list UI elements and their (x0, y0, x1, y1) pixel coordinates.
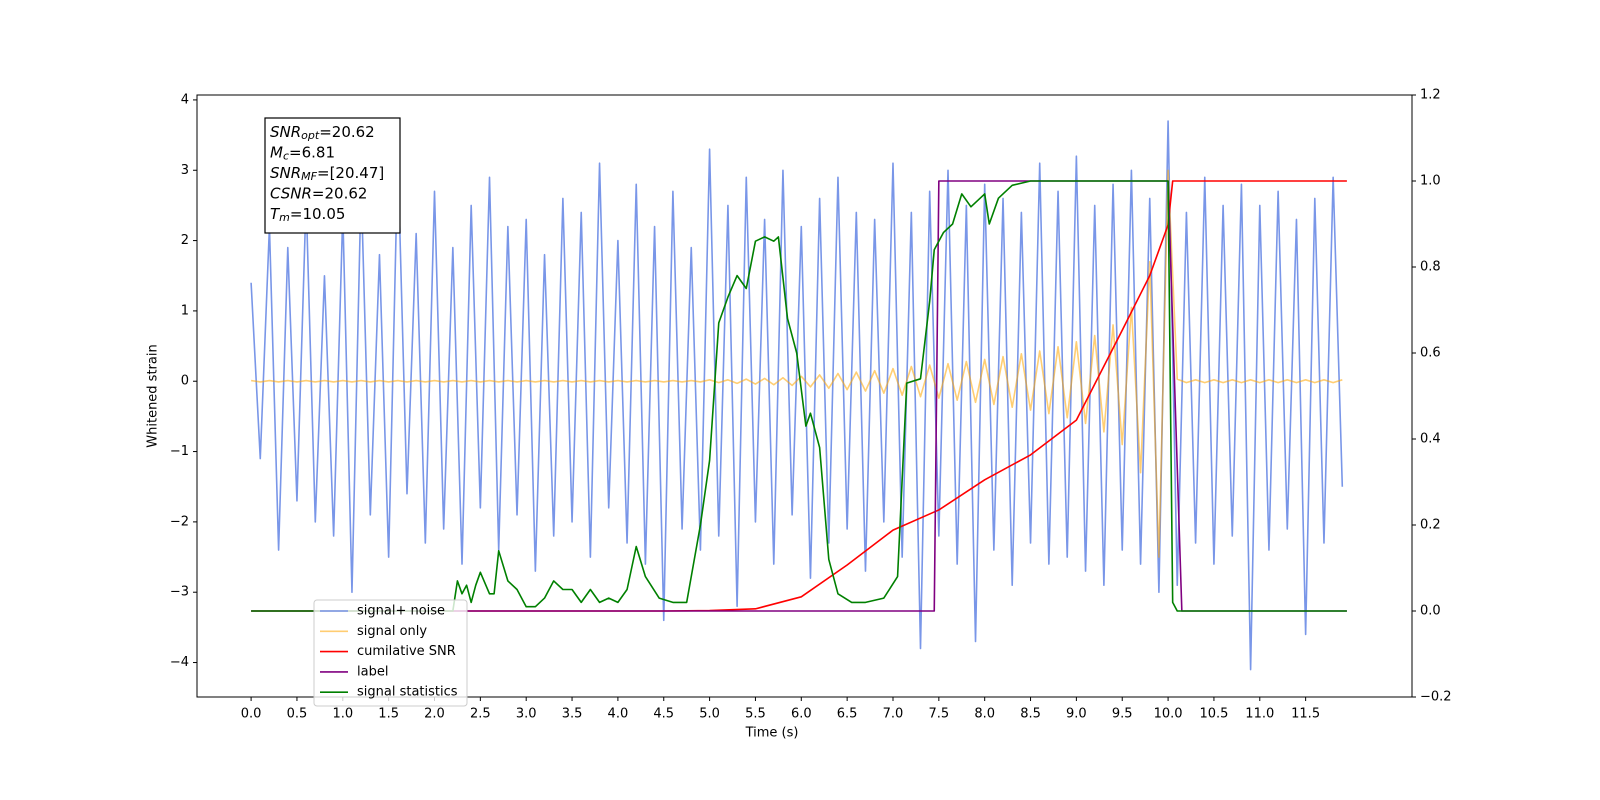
x-tick-label: 6.0 (791, 707, 812, 722)
x-tick-label: 3.0 (516, 707, 537, 722)
y-tick-label: 1 (181, 303, 189, 318)
y-tick-label: −1 (170, 444, 189, 459)
series-line (251, 180, 1347, 612)
annotation-line: CSNR=20.62 (270, 184, 367, 202)
x-tick-label: 3.5 (562, 707, 583, 722)
annotation-line: SNRopt=20.62 (270, 123, 375, 143)
x-tick-label: 0.5 (287, 707, 308, 722)
x-tick-label: 1.0 (332, 707, 353, 722)
legend-label: signal+ noise (357, 604, 445, 619)
x-tick-label: 10.5 (1199, 707, 1228, 722)
series-line (250, 120, 1344, 671)
y2-tick-label: 0.4 (1420, 432, 1441, 447)
annotation-symbol: CSNR (270, 184, 312, 202)
legend-label: cumilative SNR (357, 644, 456, 659)
annotation-value: =20.62 (312, 184, 368, 202)
annotation-symbol: M (270, 143, 283, 161)
y2-tick-label: −0.2 (1420, 690, 1452, 705)
x-tick-label: 8.0 (974, 707, 995, 722)
annotation-symbol: SNR (270, 164, 301, 182)
legend-label: label (357, 664, 388, 679)
x-tick-label: 9.5 (1112, 707, 1133, 722)
annotation-value: =6.81 (289, 143, 335, 161)
annotation-subscript: m (279, 211, 290, 224)
y2-tick-label: 1.2 (1420, 88, 1441, 103)
annotation-value: =[20.47] (317, 164, 384, 182)
x-tick-label: 10.0 (1154, 707, 1183, 722)
y-tick-label: 0 (181, 374, 189, 389)
legend-label: signal statistics (357, 685, 458, 700)
y-tick-label: 3 (181, 163, 189, 178)
y-axis-label: Whitened strain (146, 344, 161, 447)
y-tick-label: 4 (181, 92, 189, 107)
x-tick-label: 4.0 (608, 707, 629, 722)
y-tick-label: −2 (170, 514, 189, 529)
annotation-symbol: SNR (270, 123, 301, 141)
x-tick-label: 5.5 (745, 707, 766, 722)
x-tick-label: 9.0 (1066, 707, 1087, 722)
y2-tick-label: 0.0 (1420, 604, 1441, 619)
x-tick-label: 7.0 (883, 707, 904, 722)
x-tick-label: 5.0 (699, 707, 720, 722)
y2-tick-label: 0.2 (1420, 518, 1441, 533)
series-line (250, 169, 1343, 558)
annotation-subscript: MF (301, 170, 317, 183)
x-tick-label: 0.0 (241, 707, 262, 722)
x-tick-label: 2.0 (424, 707, 445, 722)
x-axis-label: Time (s) (745, 726, 799, 741)
x-tick-label: 11.0 (1245, 707, 1274, 722)
annotation-line: SNRMF=[20.47] (270, 164, 384, 184)
x-tick-label: 11.5 (1291, 707, 1320, 722)
legend-label: signal only (357, 624, 427, 639)
annotation-line: Tm=10.05 (270, 205, 345, 225)
annotation-line: Mc=6.81 (270, 143, 335, 163)
y-tick-label: 2 (181, 233, 189, 248)
x-tick-label: 1.5 (378, 707, 399, 722)
annotation-subscript: c (283, 150, 289, 163)
series-line (251, 180, 1347, 612)
x-tick-label: 2.5 (470, 707, 491, 722)
plot-frame (196, 94, 1413, 698)
y2-tick-label: 1.0 (1420, 174, 1441, 189)
y-tick-label: −4 (170, 655, 189, 670)
y2-tick-label: 0.6 (1420, 346, 1441, 361)
legend: signal+ noise signal only cumilative SNR la… (313, 599, 468, 707)
annotation-value: =10.05 (290, 205, 346, 223)
annotation-box (264, 117, 401, 234)
x-tick-label: 6.5 (837, 707, 858, 722)
x-tick-label: 8.5 (1020, 707, 1041, 722)
y2-tick-label: 0.8 (1420, 260, 1441, 275)
x-tick-label: 4.5 (653, 707, 674, 722)
annotation-subscript: opt (301, 129, 320, 142)
x-tick-label: 7.5 (928, 707, 949, 722)
annotation: SNRopt=20.62Mc=6.81SNRMF=[20.47]CSNR=20.… (264, 117, 401, 234)
legend-box (313, 599, 468, 707)
annotation-value: =20.62 (319, 123, 375, 141)
y-tick-label: −3 (170, 585, 189, 600)
annotation-symbol: T (270, 205, 281, 223)
